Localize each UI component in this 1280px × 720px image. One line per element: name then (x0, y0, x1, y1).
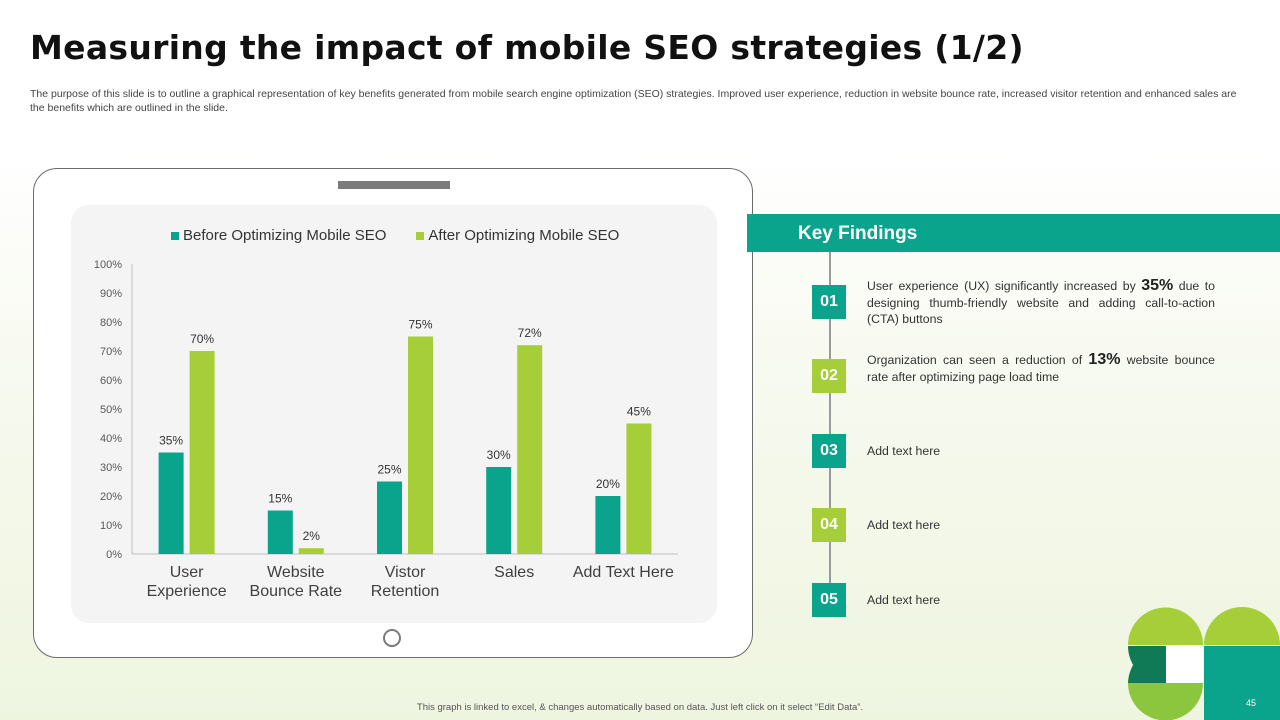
tablet-home-button (383, 629, 401, 647)
y-tick-label: 50% (100, 404, 122, 416)
chart-panel: Before Optimizing Mobile SEO After Optim… (71, 205, 717, 623)
legend-label-after: After Optimizing Mobile SEO (428, 227, 620, 244)
bar-after (298, 548, 324, 554)
finding-highlight: 35% (1141, 277, 1174, 294)
bar-after (626, 423, 652, 554)
finding-text: Add text here (867, 443, 1215, 460)
y-tick-label: 70% (100, 346, 122, 358)
x-tick-label: Website (267, 564, 325, 581)
x-tick-label: Experience (147, 583, 227, 600)
decorative-shapes (1128, 607, 1280, 720)
y-tick-label: 60% (100, 375, 122, 387)
x-tick-label: Vistor (385, 564, 426, 581)
deco-half-circle-top-right (1204, 607, 1280, 645)
y-tick-label: 100% (94, 259, 122, 271)
data-label: 72% (518, 326, 542, 340)
deco-half-circle-bottom (1128, 683, 1203, 720)
y-tick-label: 40% (100, 433, 122, 445)
finding-number-badge: 02 (812, 359, 846, 393)
chart-legend: Before Optimizing Mobile SEO After Optim… (171, 227, 619, 244)
key-findings-header: Key Findings (747, 214, 1280, 252)
legend-item-after: After Optimizing Mobile SEO (416, 227, 619, 244)
y-tick-label: 10% (100, 520, 122, 532)
deco-half-circle-top-left (1128, 607, 1203, 645)
deco-teal-block (1204, 646, 1280, 720)
tablet-speaker (338, 181, 450, 189)
bar-before (377, 481, 402, 554)
x-tick-label: User (170, 564, 204, 581)
x-tick-label: Sales (494, 564, 534, 581)
finding-number-badge: 05 (812, 583, 846, 617)
bar-after (189, 351, 215, 554)
finding-highlight: 13% (1088, 351, 1121, 368)
page-subtitle: The purpose of this slide is to outline … (30, 88, 1237, 114)
data-label: 30% (487, 448, 511, 462)
data-label: 2% (303, 529, 321, 543)
x-tick-label: Retention (371, 583, 440, 600)
deco-white-square (1166, 646, 1203, 683)
finding-number-badge: 01 (812, 285, 846, 319)
finding-text-pre: Add text here (867, 518, 941, 532)
legend-swatch-after (416, 231, 425, 240)
bar-after (517, 345, 543, 554)
legend-swatch-before (171, 231, 179, 240)
bar-before (595, 496, 621, 554)
data-label: 25% (377, 463, 401, 477)
finding-text: Organization can seen a reduction of 13%… (867, 351, 1215, 385)
data-label: 45% (627, 405, 651, 419)
footer-note: This graph is linked to excel, & changes… (416, 702, 864, 713)
x-tick-label: Add Text Here (573, 564, 674, 581)
deco-quarter-dark-b (1128, 646, 1166, 684)
finding-number-badge: 04 (812, 508, 846, 542)
bar-before (486, 467, 512, 554)
finding-number-badge: 03 (812, 434, 846, 468)
legend-label-before: Before Optimizing Mobile SEO (183, 227, 387, 244)
y-tick-label: 80% (100, 317, 122, 329)
bar-after (408, 336, 433, 554)
page-number: 45 (1246, 698, 1257, 708)
key-findings-title: Key Findings (798, 223, 918, 244)
data-label: 70% (190, 332, 214, 346)
finding-text-post: website bounce rate after optimizing pag… (867, 353, 1215, 384)
data-label: 35% (159, 434, 183, 448)
timeline-line (829, 252, 831, 612)
finding-text-pre: Add text here (867, 444, 941, 458)
tablet-frame: Before Optimizing Mobile SEO After Optim… (33, 168, 753, 658)
bar-before (158, 452, 184, 554)
y-tick-label: 0% (106, 549, 122, 561)
data-label: 15% (268, 492, 292, 506)
page-title: Measuring the impact of mobile SEO strat… (30, 28, 1024, 67)
y-tick-label: 30% (100, 462, 122, 474)
finding-text-pre: Organization can seen a reduction of (867, 353, 1089, 367)
finding-text-pre: Add text here (867, 593, 941, 607)
bar-chart: 0% 10% 20% 30% 40% 50% 60% 70% 80% 90% 100% 35% 70% U… (94, 259, 678, 600)
finding-text-post: due to designing thumb-friendly website … (867, 279, 1216, 326)
finding-text: Add text here (867, 592, 1215, 609)
data-label: 75% (408, 318, 432, 332)
finding-text: Add text here (867, 517, 1215, 534)
y-tick-label: 20% (100, 491, 122, 503)
legend-item-before: Before Optimizing Mobile SEO (171, 227, 386, 244)
y-tick-label: 90% (100, 288, 122, 300)
x-tick-label: Bounce Rate (250, 583, 343, 600)
finding-text-pre: User experience (UX) significantly incre… (867, 279, 1142, 293)
data-label: 20% (596, 477, 620, 491)
finding-text: User experience (UX) significantly incre… (867, 277, 1216, 328)
bar-before (267, 510, 293, 554)
